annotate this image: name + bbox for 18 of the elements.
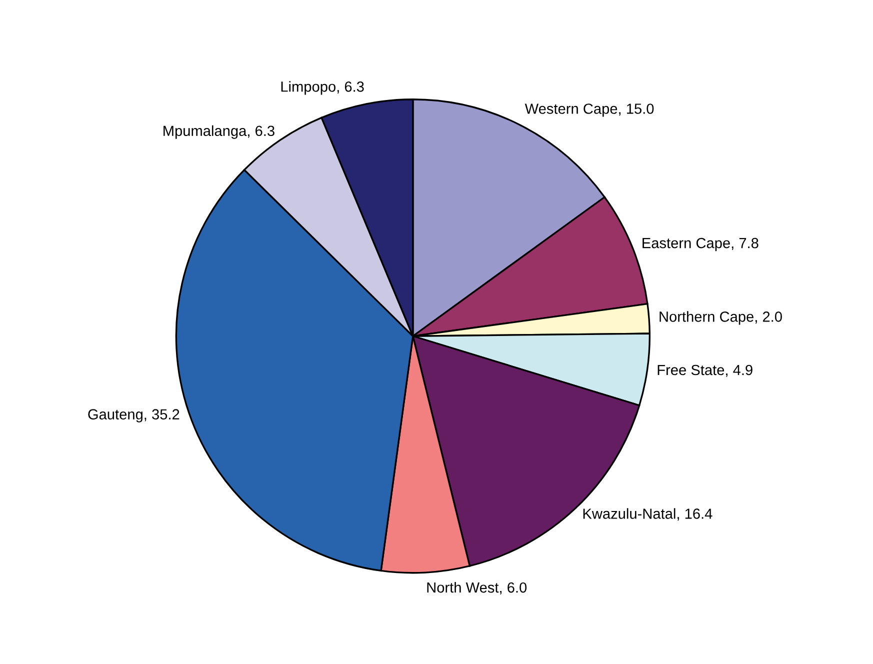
slice-label: Limpopo (281, 81, 336, 95)
slice-label: Mpumalanga (164, 125, 247, 139)
data-label: , 4.9 (726, 364, 752, 377)
data-label: , 15.0 (619, 104, 654, 116)
data-label: , 6.3 (248, 126, 274, 138)
data-label: , 16.4 (678, 508, 712, 521)
slice-label: North West (427, 582, 499, 593)
slice-label: Northern Cape (660, 311, 754, 325)
data-label: , 6.0 (500, 582, 527, 594)
data-label: , 35.2 (144, 409, 180, 422)
slice-label: Kwazulu-Natal (583, 508, 676, 519)
data-label: , 7.8 (732, 238, 758, 250)
data-label: , 6.3 (337, 81, 364, 94)
slice-label: Eastern Cape (642, 238, 730, 252)
slice-label: Western Cape (524, 104, 618, 117)
slice-label: Free State (658, 364, 724, 376)
data-label: , 2.0 (755, 312, 782, 324)
slice-label: Gauteng (88, 409, 142, 422)
